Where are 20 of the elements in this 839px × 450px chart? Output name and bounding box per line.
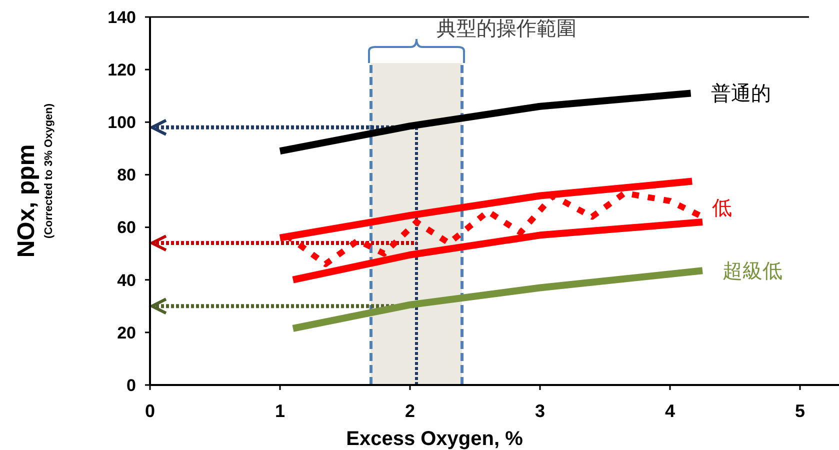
x-tick-label: 2 (404, 401, 416, 421)
y-tick-label: 140 (108, 8, 136, 27)
x-tick-label: 0 (144, 401, 156, 421)
y-tick-label: 80 (117, 166, 136, 185)
band-label: 典型的操作範圍 (436, 16, 576, 40)
x-tick-label: 5 (794, 401, 806, 421)
y-tick-label: 120 (108, 60, 136, 80)
x-tick-label: 3 (534, 401, 546, 421)
y-axis-title: NOx, ppm (Corrected to 3% Oxygen) (13, 103, 55, 258)
y-tick-label: 40 (117, 270, 136, 290)
x-tick-label: 4 (664, 401, 676, 421)
series-label: 超級低 (722, 258, 782, 283)
series-label: 低 (712, 195, 732, 220)
y-tick-label: 20 (117, 323, 136, 342)
y-tick-label: 0 (126, 376, 136, 395)
series-label: 普通的 (710, 81, 771, 106)
x-axis-title: Excess Oxygen, % (346, 428, 524, 450)
x-tick-label: 1 (274, 401, 286, 421)
y-tick-label: 100 (108, 113, 136, 132)
y-tick-label: 60 (117, 218, 136, 238)
